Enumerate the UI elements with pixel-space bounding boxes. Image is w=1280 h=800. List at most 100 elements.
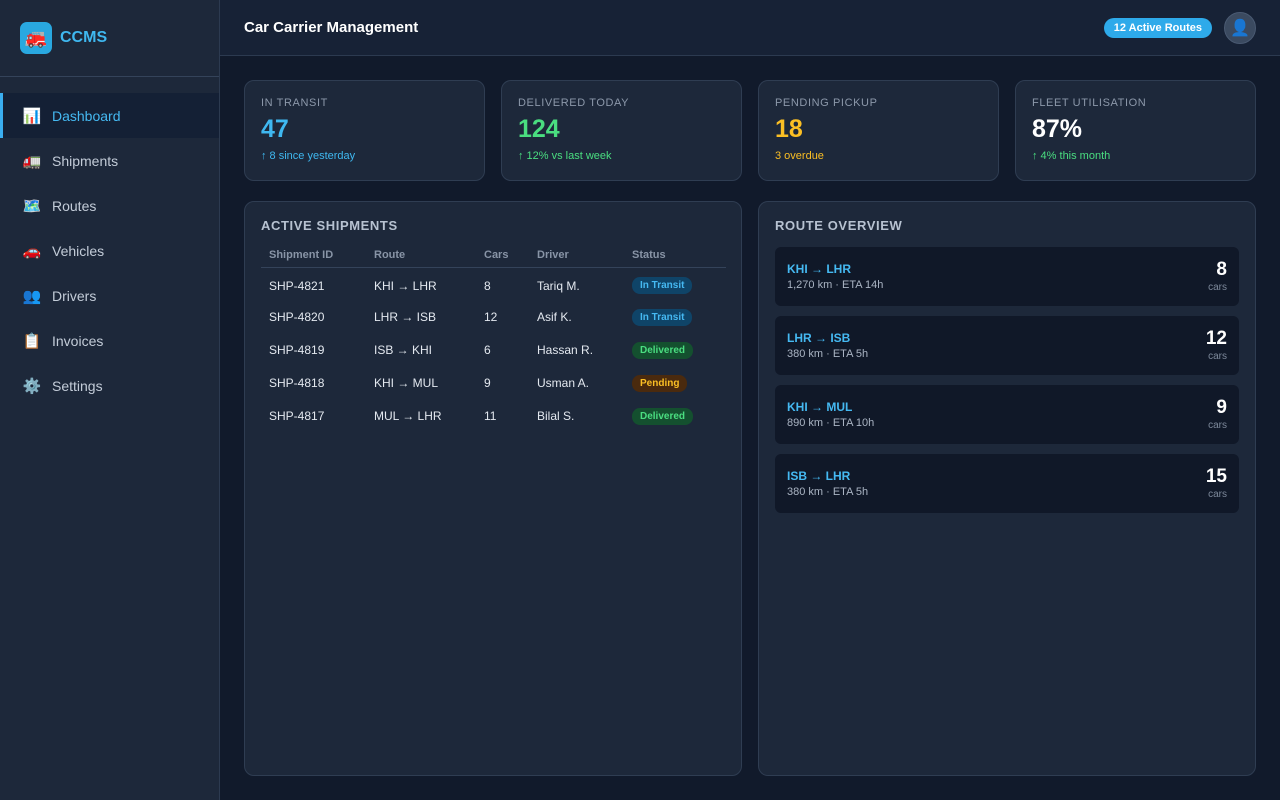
stat-label: IN TRANSIT — [261, 97, 328, 109]
sidebar-item-vehicles[interactable]: 🚗 Vehicles — [0, 228, 219, 273]
stat-change: ↑ 8 since yesterday — [261, 150, 356, 162]
sidebar-item-label: Settings — [52, 377, 103, 394]
app-name: CCMS — [60, 29, 108, 46]
column-header[interactable]: Route — [366, 249, 476, 268]
column-header[interactable]: Driver — [529, 249, 624, 268]
shipment-driver: Usman A. — [537, 376, 590, 390]
brand[interactable]: 🚒 CCMS — [0, 0, 219, 77]
column-header[interactable]: Status — [624, 249, 726, 268]
page-title: Car Carrier Management — [244, 19, 419, 36]
route-unit: cars — [1208, 351, 1227, 362]
stat-card-delivered-today: DELIVERED TODAY 124 ↑ 12% vs last week — [501, 80, 742, 181]
route-unit: cars — [1208, 489, 1227, 500]
user-avatar[interactable]: 👤 — [1224, 11, 1256, 44]
table-row[interactable]: SHP-4821 KHI → LHR 8 Tariq M. In Transit — [261, 268, 726, 301]
top-bar: Car Carrier Management 12 Active Routes … — [220, 0, 1280, 56]
route-name: LHR → ISB — [787, 331, 851, 345]
stat-card-pending-pickup: PENDING PICKUP 18 3 overdue — [758, 80, 999, 181]
status-badge: Pending — [632, 374, 688, 392]
route-unit: cars — [1208, 282, 1227, 293]
shipment-cars: 11 — [484, 409, 497, 423]
panel-title: ROUTE OVERVIEW — [775, 218, 903, 233]
column-header[interactable]: Shipment ID — [261, 249, 366, 268]
route-card[interactable]: LHR → ISB 380 km · ETA 5h 12 cars — [775, 316, 1239, 375]
route-car-count: 9 — [1216, 397, 1227, 418]
sidebar-item-label: Vehicles — [52, 242, 105, 259]
sidebar-item-label: Invoices — [52, 332, 104, 349]
shipment-route: KHI → LHR — [374, 278, 437, 293]
shipment-driver: Asif K. — [537, 310, 572, 324]
stat-change: ↑ 4% this month — [1032, 150, 1111, 162]
sidebar-item-label: Shipments — [52, 152, 119, 169]
route-meta: 380 km · ETA 5h — [787, 348, 869, 360]
stat-change: ↑ 12% vs last week — [518, 150, 612, 162]
shipment-driver: Bilal S. — [537, 409, 575, 423]
clipboard-icon: 📋 — [22, 332, 42, 350]
shipment-id: SHP-4818 — [269, 376, 325, 390]
shipment-cars: 6 — [484, 343, 491, 357]
map-icon: 🗺️ — [22, 197, 42, 215]
shipment-id: SHP-4820 — [269, 310, 325, 324]
users-icon: 👥 — [22, 287, 42, 305]
route-name: KHI → LHR — [787, 262, 851, 276]
table-row[interactable]: SHP-4820 LHR → ISB 12 Asif K. In Transit — [261, 301, 726, 334]
stat-card-fleet-utilisation: FLEET UTILISATION 87% ↑ 4% this month — [1015, 80, 1256, 181]
route-card[interactable]: KHI → MUL 890 km · ETA 10h 9 cars — [775, 385, 1239, 444]
stat-value: 47 — [261, 115, 289, 143]
shipment-id: SHP-4819 — [269, 343, 325, 357]
sidebar-item-routes[interactable]: 🗺️ Routes — [0, 183, 219, 228]
sidebar-item-settings[interactable]: ⚙️ Settings — [0, 363, 219, 408]
sidebar-item-label: Dashboard — [52, 107, 121, 124]
shipment-driver: Tariq M. — [537, 278, 580, 293]
column-header[interactable]: Cars — [476, 249, 529, 268]
route-name: ISB → LHR — [787, 469, 851, 483]
route-meta: 1,270 km · ETA 14h — [787, 279, 884, 291]
route-unit: cars — [1208, 420, 1227, 431]
route-meta: 890 km · ETA 10h — [787, 417, 875, 429]
active-shipments-panel: ACTIVE SHIPMENTS Shipment ID Route Cars … — [244, 201, 742, 776]
stat-label: PENDING PICKUP — [775, 97, 878, 109]
status-badge: Delivered — [632, 407, 694, 425]
user-icon: 👤 — [1230, 19, 1250, 37]
shipment-id: SHP-4817 — [269, 409, 325, 423]
status-badge: In Transit — [632, 308, 693, 326]
stat-card-in-transit: IN TRANSIT 47 ↑ 8 since yesterday — [244, 80, 485, 181]
route-car-count: 15 — [1205, 466, 1227, 487]
shipment-cars: 9 — [484, 376, 491, 390]
sidebar-item-invoices[interactable]: 📋 Invoices — [0, 318, 219, 363]
sidebar-item-label: Drivers — [52, 287, 97, 304]
sidebar-item-label: Routes — [52, 197, 97, 214]
chart-icon: 📊 — [22, 107, 42, 125]
status-badge: Delivered — [632, 341, 694, 359]
stat-change: 3 overdue — [775, 150, 824, 162]
route-card[interactable]: KHI → LHR 1,270 km · ETA 14h 8 cars — [775, 247, 1239, 306]
shipment-route: MUL → LHR — [374, 409, 442, 423]
route-overview-panel: ROUTE OVERVIEW KHI → LHR 1,270 km · ETA … — [758, 201, 1256, 776]
sidebar-item-dashboard[interactable]: 📊 Dashboard — [0, 93, 219, 138]
table-row[interactable]: SHP-4819 ISB → KHI 6 Hassan R. Delivered — [261, 334, 726, 367]
car-carrier-logo-icon: 🚒 — [20, 22, 52, 54]
shipment-cars: 8 — [484, 278, 491, 293]
route-meta: 380 km · ETA 5h — [787, 486, 869, 498]
sidebar: 🚒 CCMS 📊 Dashboard 🚛 Shipments 🗺️ Routes… — [0, 0, 220, 800]
table-header-row: Shipment ID Route Cars Driver Status — [261, 249, 726, 268]
stat-value: 124 — [518, 115, 560, 143]
stat-value: 87% — [1032, 115, 1083, 143]
shipment-cars: 12 — [484, 310, 498, 324]
car-icon: 🚗 — [22, 242, 42, 260]
shipment-route: ISB → KHI — [374, 343, 433, 357]
sidebar-item-drivers[interactable]: 👥 Drivers — [0, 273, 219, 318]
shipment-route: LHR → ISB — [374, 310, 437, 324]
table-row[interactable]: SHP-4817 MUL → LHR 11 Bilal S. Delivered — [261, 400, 726, 433]
route-card[interactable]: ISB → LHR 380 km · ETA 5h 15 cars — [775, 454, 1239, 513]
status-badge: In Transit — [632, 277, 693, 295]
active-routes-badge[interactable]: 12 Active Routes — [1103, 17, 1212, 38]
gear-icon: ⚙️ — [22, 377, 42, 395]
table-row[interactable]: SHP-4818 KHI → MUL 9 Usman A. Pending — [261, 367, 726, 400]
truck-icon: 🚛 — [22, 152, 42, 170]
stat-label: FLEET UTILISATION — [1032, 97, 1147, 109]
shipment-route: KHI → MUL — [374, 376, 439, 390]
sidebar-nav: 📊 Dashboard 🚛 Shipments 🗺️ Routes 🚗 Vehi… — [0, 93, 219, 408]
shipment-id: SHP-4821 — [269, 278, 325, 293]
sidebar-item-shipments[interactable]: 🚛 Shipments — [0, 138, 219, 183]
